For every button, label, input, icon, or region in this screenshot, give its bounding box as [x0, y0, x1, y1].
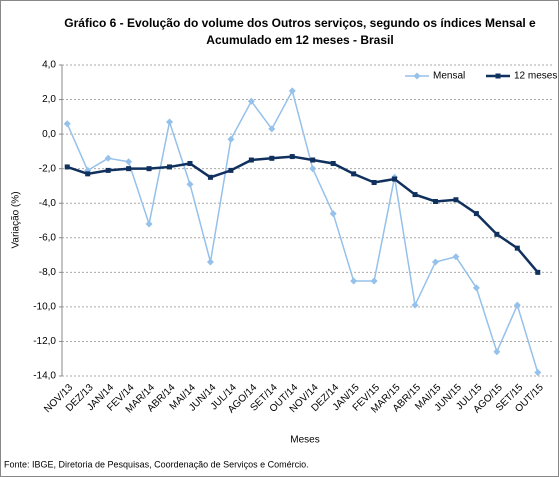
marker [412, 192, 418, 198]
marker [329, 210, 337, 218]
marker [288, 87, 296, 95]
marker [206, 258, 214, 266]
marker [371, 179, 377, 185]
chart-title: Gráfico 6 - Evolução do volume dos Outro… [64, 16, 536, 30]
y-tick-label: -14,0 [33, 371, 56, 382]
marker [330, 160, 336, 166]
marker [145, 220, 153, 228]
source: Fonte: IBGE, Diretoria de Pesquisas, Coo… [4, 459, 309, 469]
marker [85, 171, 91, 177]
marker [514, 245, 520, 251]
marker [473, 211, 479, 217]
y-tick-label: 4,0 [42, 60, 56, 71]
marker [453, 197, 459, 203]
marker [125, 158, 133, 166]
marker [309, 165, 317, 173]
legend-label: Mensal [433, 71, 465, 82]
x-axis-title: Meses [290, 435, 319, 446]
marker [247, 97, 255, 105]
marker [105, 167, 111, 173]
y-tick-label: -10,0 [33, 302, 56, 313]
marker [494, 231, 500, 237]
marker [104, 154, 112, 162]
marker [64, 164, 70, 170]
marker [289, 154, 295, 160]
y-tick-label: -12,0 [33, 336, 56, 347]
marker [166, 118, 174, 126]
y-tick-label: -2,0 [39, 163, 57, 174]
marker [493, 348, 501, 356]
marker [167, 164, 173, 170]
marker [227, 135, 235, 143]
marker [63, 120, 71, 128]
series-line [66, 155, 539, 274]
y-tick-label: 0,0 [42, 129, 56, 140]
marker [432, 198, 438, 204]
marker [513, 301, 521, 309]
y-tick-label: -8,0 [39, 267, 57, 278]
legend-marker [495, 73, 501, 79]
marker [411, 301, 419, 309]
legend-label: 12 meses [514, 71, 557, 82]
y-tick-label: 2,0 [42, 94, 56, 105]
marker [350, 277, 358, 285]
marker [207, 174, 213, 180]
y-axis-title: Variação (%) [11, 191, 22, 248]
marker [268, 125, 276, 133]
marker [472, 284, 480, 292]
marker [370, 277, 378, 285]
marker [534, 369, 542, 377]
series-line [66, 88, 539, 373]
chart-subtitle: Acumulado em 12 meses - Brasil [206, 33, 393, 47]
y-tick-label: -6,0 [39, 232, 57, 243]
marker [392, 176, 398, 182]
marker [269, 155, 275, 161]
marker [146, 166, 152, 172]
marker [126, 166, 132, 172]
marker [186, 180, 194, 188]
marker [431, 258, 439, 266]
marker [351, 171, 357, 177]
y-tick-label: -4,0 [39, 198, 57, 209]
marker [310, 157, 316, 163]
marker [535, 269, 541, 275]
marker [248, 157, 254, 163]
marker [187, 160, 193, 166]
legend-marker [413, 72, 421, 80]
marker [452, 253, 460, 261]
marker [228, 167, 234, 173]
